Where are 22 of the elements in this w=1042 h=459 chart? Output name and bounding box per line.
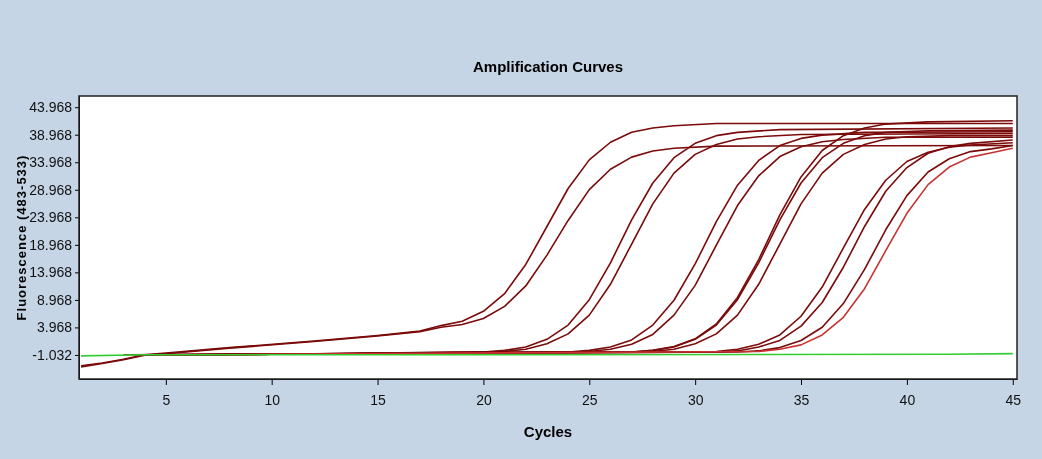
y-tick-label: 33.968 bbox=[29, 154, 73, 171]
y-axis-title: Fluorescence (483-533) bbox=[14, 154, 29, 321]
x-tick-label: 20 bbox=[476, 391, 492, 408]
y-tick-label: -1.032 bbox=[32, 346, 73, 363]
y-tick-label: 38.968 bbox=[29, 126, 73, 143]
y-tick-label: 13.968 bbox=[29, 264, 73, 281]
y-tick-label: 28.968 bbox=[29, 181, 73, 198]
y-tick-label: 23.968 bbox=[29, 209, 73, 226]
x-tick-label: 40 bbox=[899, 391, 916, 408]
x-tick-label: 10 bbox=[264, 391, 281, 408]
x-tick-label: 30 bbox=[687, 391, 704, 408]
chart-title: Amplification Curves bbox=[472, 58, 624, 75]
x-tick-label: 5 bbox=[162, 391, 171, 408]
x-tick-label: 15 bbox=[370, 391, 387, 408]
x-tick-label: 45 bbox=[1005, 391, 1022, 408]
y-tick-label: 3.968 bbox=[36, 319, 73, 336]
y-tick-label: 8.968 bbox=[36, 291, 73, 308]
x-tick-label: 25 bbox=[582, 391, 598, 408]
x-tick-label: 35 bbox=[793, 391, 810, 408]
y-tick-label: 43.968 bbox=[29, 99, 73, 116]
x-axis-title: Cycles bbox=[523, 423, 573, 440]
y-tick-label: 18.968 bbox=[29, 236, 73, 253]
